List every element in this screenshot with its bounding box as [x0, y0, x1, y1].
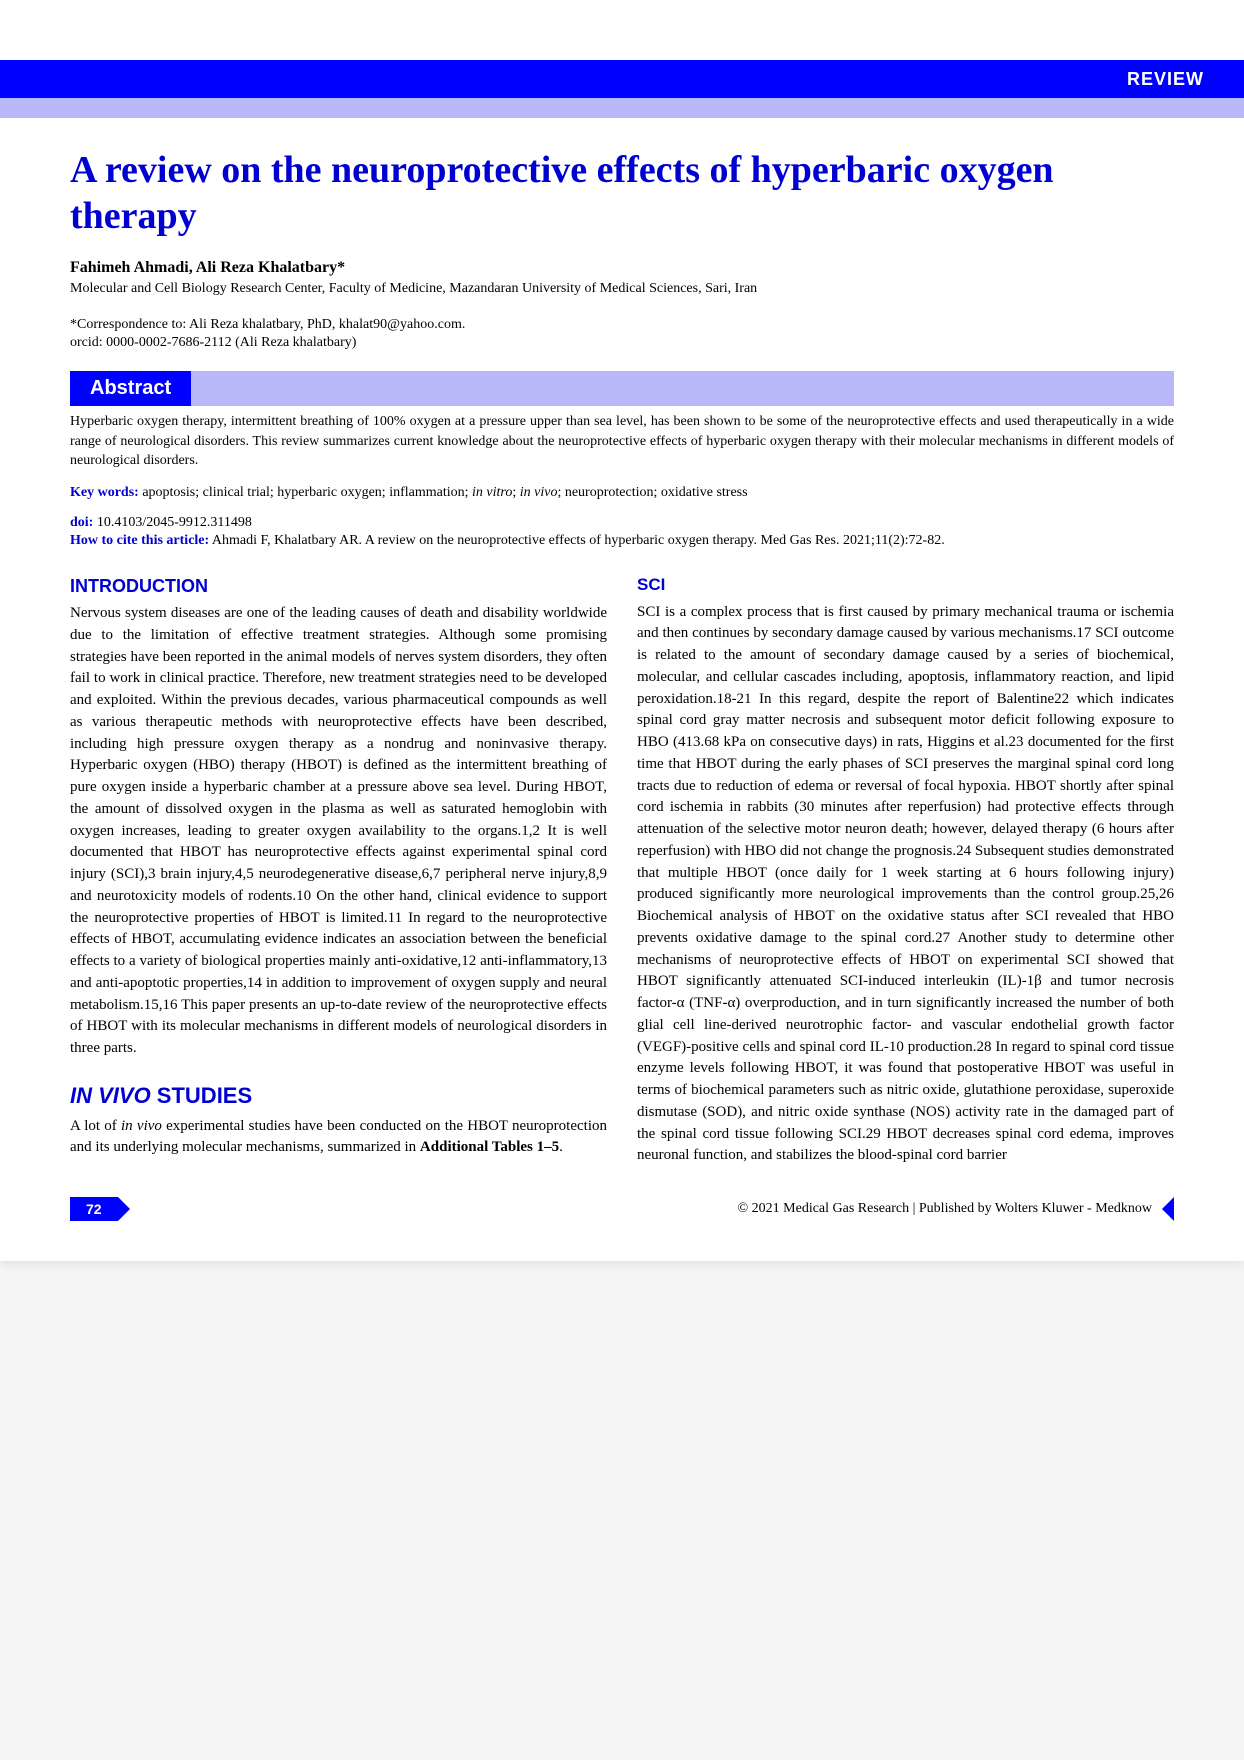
- footer-triangle-icon: [1162, 1197, 1174, 1221]
- keywords-text-2: ;: [512, 485, 519, 500]
- citation-label: How to cite this article:: [70, 533, 209, 548]
- top-whitespace: [0, 0, 1244, 60]
- abstract-text: Hyperbaric oxygen therapy, intermittent …: [70, 412, 1174, 471]
- page-number: 72: [70, 1197, 118, 1221]
- article-title: A review on the neuroprotective effects …: [70, 148, 1174, 239]
- review-label: REVIEW: [1127, 69, 1204, 90]
- introduction-text: Nervous system diseases are one of the l…: [70, 603, 607, 1060]
- doi-value: 10.4103/2045-9912.311498: [93, 515, 252, 530]
- orcid: orcid: 0000-0002-7686-2112 (Ali Reza kha…: [70, 335, 1174, 351]
- introduction-header: INTRODUCTION: [70, 573, 607, 599]
- abstract-header-row: Abstract: [70, 371, 1174, 406]
- doi-row: doi: 10.4103/2045-9912.311498: [70, 515, 1174, 531]
- review-banner: REVIEW: [0, 60, 1244, 98]
- affiliation: Molecular and Cell Biology Research Cent…: [70, 281, 1174, 297]
- keywords-italic-1: in vitro: [472, 485, 512, 500]
- doi-label: doi:: [70, 515, 93, 530]
- two-column-layout: INTRODUCTION Nervous system diseases are…: [70, 573, 1174, 1167]
- invivo-header: IN VIVO STUDIES: [70, 1080, 607, 1112]
- keywords-text-3: ; neuroprotection; oxidative stress: [557, 485, 747, 500]
- keywords: Key words: apoptosis; clinical trial; hy…: [70, 485, 1174, 501]
- sub-banner: [0, 98, 1244, 118]
- left-column: INTRODUCTION Nervous system diseases are…: [70, 573, 607, 1167]
- citation-text: Ahmadi F, Khalatbary AR. A review on the…: [209, 533, 945, 548]
- keywords-italic-2: in vivo: [520, 485, 558, 500]
- keywords-text-1: apoptosis; clinical trial; hyperbaric ox…: [139, 485, 472, 500]
- journal-page: REVIEW A review on the neuroprotective e…: [0, 0, 1244, 1261]
- footer: 72 © 2021 Medical Gas Research | Publish…: [0, 1197, 1244, 1261]
- footer-copyright: © 2021 Medical Gas Research | Published …: [118, 1197, 1152, 1221]
- authors: Fahimeh Ahmadi, Ali Reza Khalatbary*: [70, 259, 1174, 277]
- invivo-text: A lot of in vivo experimental studies ha…: [70, 1116, 607, 1160]
- content-area: A review on the neuroprotective effects …: [0, 118, 1244, 1167]
- citation-row: How to cite this article: Ahmadi F, Khal…: [70, 533, 1174, 549]
- keywords-label: Key words:: [70, 485, 139, 500]
- correspondence: *Correspondence to: Ali Reza khalatbary,…: [70, 317, 1174, 333]
- sci-header: SCI: [637, 573, 1174, 598]
- abstract-header-fill: [191, 371, 1174, 406]
- sci-text: SCI is a complex process that is first c…: [637, 602, 1174, 1168]
- right-column: SCI SCI is a complex process that is fir…: [637, 573, 1174, 1167]
- abstract-header: Abstract: [70, 371, 191, 406]
